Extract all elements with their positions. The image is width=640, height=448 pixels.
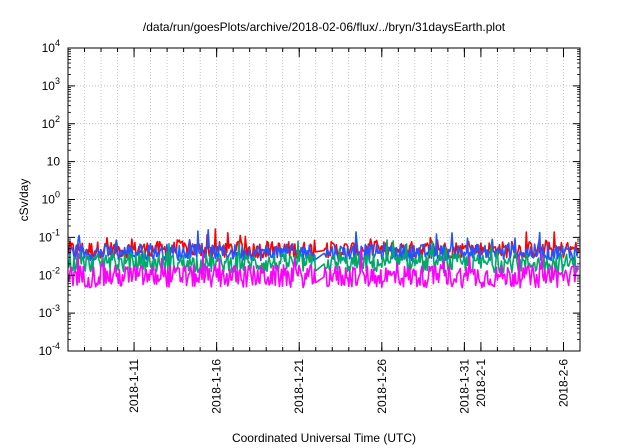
x-tick-labels: 2018-1-11 2018-1-16 2018-1-21 2018-1-26 2018…: [127, 359, 570, 414]
series-group: [68, 228, 580, 289]
x-tick-label: 2018-1-16: [210, 359, 224, 414]
y-tick-label: 102: [42, 114, 60, 131]
y-tick-label: 104: [42, 38, 60, 55]
x-tick-label: 2018-2-1: [474, 359, 488, 407]
x-tick-label: 2018-1-21: [292, 359, 306, 414]
y-tick-label: 10-1: [39, 227, 60, 244]
grid: [68, 48, 580, 351]
series-line-3: [68, 239, 580, 274]
ticks: [68, 47, 580, 352]
series-line-2: [68, 229, 580, 262]
y-tick-labels: 10-4 10-3 10-2 10-1 100 10 102 103 104: [39, 38, 61, 358]
x-tick-label: 2018-1-11: [127, 359, 141, 413]
chart-title: /data/run/goesPlots/archive/2018-02-06/f…: [143, 20, 506, 34]
x-axis-label: Coordinated Universal Time (UTC): [232, 431, 416, 445]
x-tick-label: 2018-1-31: [457, 359, 471, 414]
y-tick-label: 100: [42, 190, 60, 207]
y-tick-label: 103: [42, 76, 60, 93]
y-tick-label: 10-2: [39, 265, 60, 282]
y-tick-label: 10: [47, 155, 61, 169]
y-axis-label: cSv/day: [17, 179, 31, 222]
series-line-4: [68, 249, 580, 289]
x-tick-label: 2018-2-6: [556, 359, 570, 407]
x-tick-label: 2018-1-26: [375, 359, 389, 414]
y-tick-label: 10-3: [39, 303, 60, 320]
y-tick-label: 10-4: [39, 341, 60, 358]
